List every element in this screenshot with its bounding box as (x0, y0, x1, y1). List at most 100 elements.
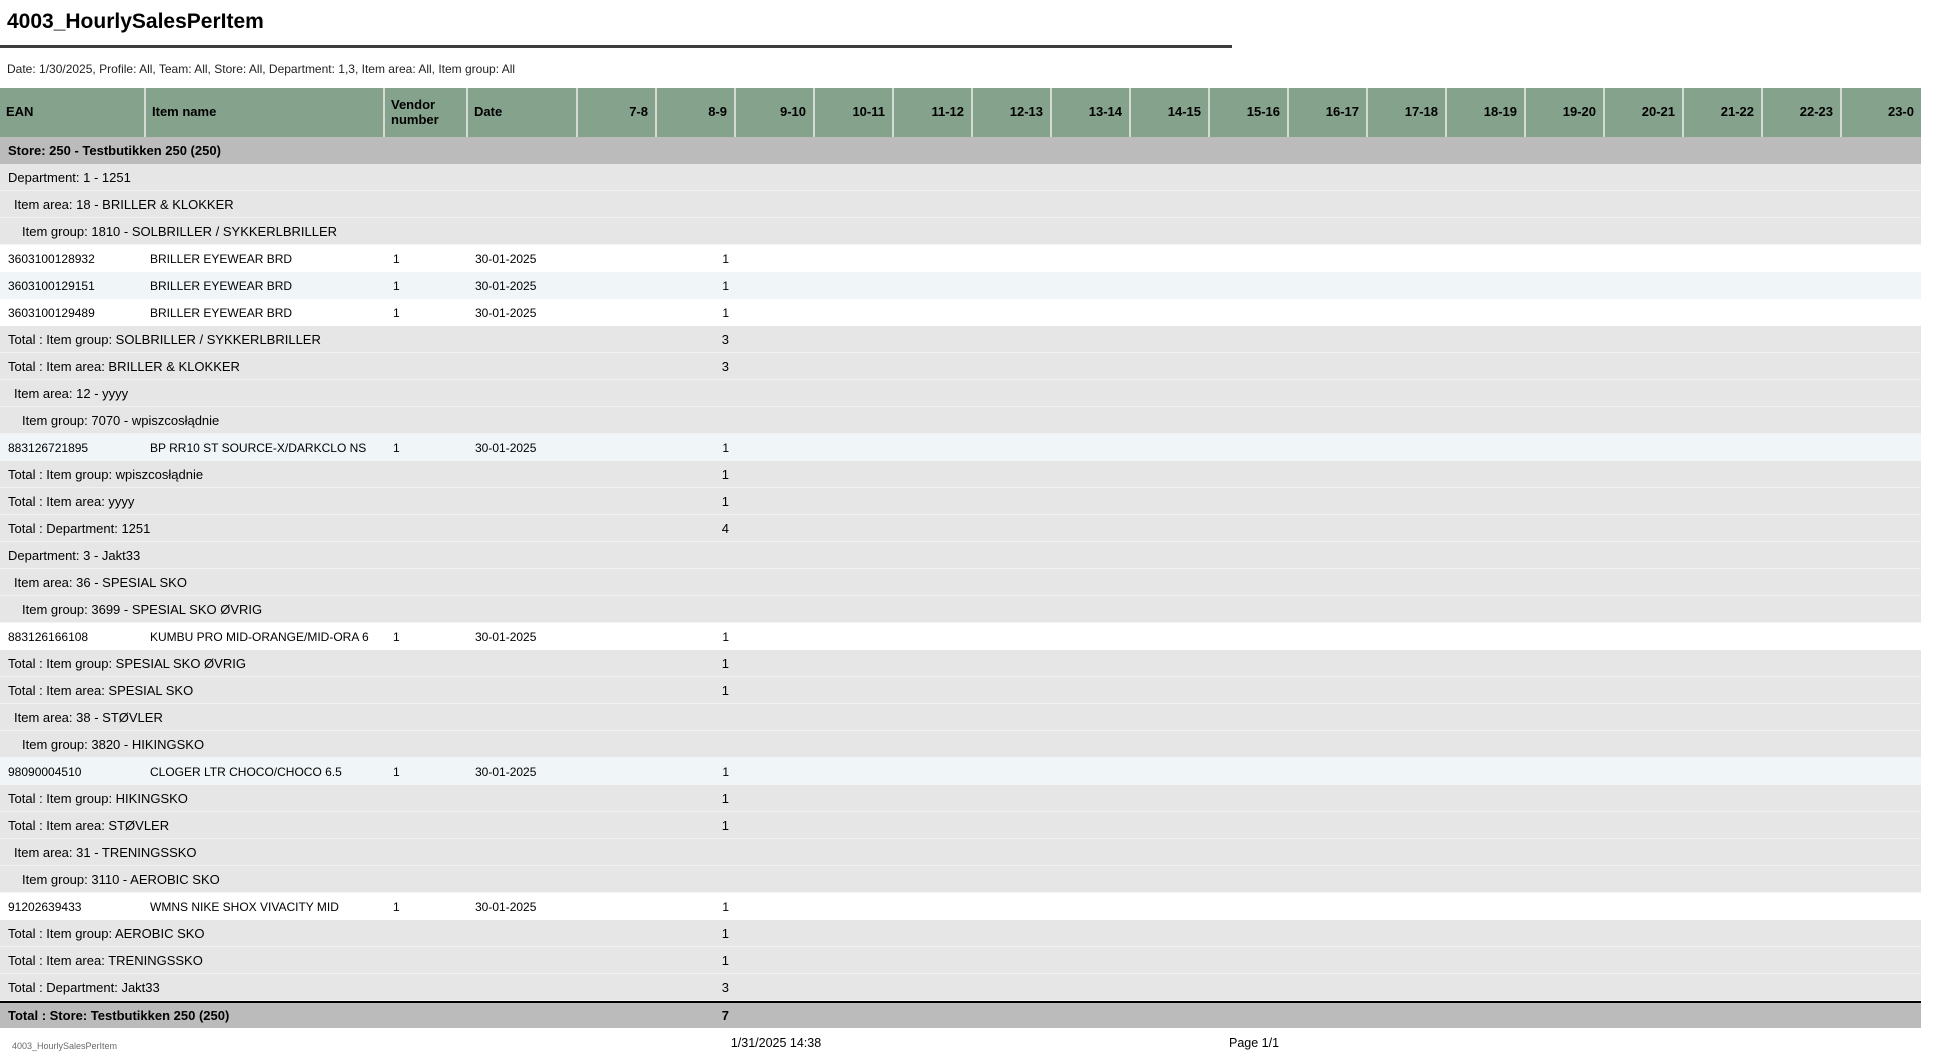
item-vendor-number: 1 (393, 278, 400, 293)
item-ean: 3603100128932 (8, 251, 95, 266)
total-label: Total : Item group: SPESIAL SKO ØVRIG (8, 655, 246, 671)
item-vendor-number: 1 (393, 305, 400, 320)
item-qty-21-22 (1684, 623, 1763, 650)
item-qty-20-21 (1605, 434, 1684, 461)
column-header-23-0: 23-0 (1842, 88, 1921, 137)
group-label: Item area: 36 - SPESIAL SKO (14, 574, 187, 590)
item-qty-16-17 (1289, 893, 1368, 920)
footer-timestamp: 1/31/2025 14:38 (730, 1036, 822, 1050)
item-qty-8-9: 1 (722, 629, 729, 644)
department-row: Department: 1 - 1251 (0, 164, 1921, 191)
item-qty-17-18 (1368, 893, 1447, 920)
total-value: 1 (721, 790, 729, 806)
item-qty-11-12 (894, 272, 973, 299)
item-vendor-number: 1 (393, 629, 400, 644)
item-qty-22-23 (1763, 893, 1842, 920)
item-qty-8-9: 1 (722, 440, 729, 455)
item-row: 98090004510 CLOGER LTR CHOCO/CHOCO 6.5 1 30… (0, 758, 1921, 785)
item-vendor-number: 1 (393, 899, 400, 914)
item-row: 3603100128932 BRILLER EYEWEAR BRD 1 30-01-2… (0, 245, 1921, 272)
item-qty-10-11 (815, 299, 894, 326)
total-value: 1 (721, 925, 729, 941)
column-header-7-8: 7-8 (578, 88, 657, 137)
group-label: Item group: 3699 - SPESIAL SKO ØVRIG (22, 601, 263, 617)
item-qty-15-16 (1210, 893, 1289, 920)
item-qty-22-23 (1763, 434, 1842, 461)
item-qty-18-19 (1447, 893, 1526, 920)
item-qty-13-14 (1052, 245, 1131, 272)
total-label: Total : Item group: AEROBIC SKO (8, 925, 205, 941)
item-qty-20-21 (1605, 272, 1684, 299)
item-date: 30-01-2025 (475, 278, 537, 293)
item-qty-18-19 (1447, 245, 1526, 272)
item-area-row: Item area: 38 - STØVLER (0, 704, 1921, 731)
item-qty-20-21 (1605, 623, 1684, 650)
item-qty-21-22 (1684, 893, 1763, 920)
item-qty-16-17 (1289, 245, 1368, 272)
report-title: 4003_HourlySalesPerItem (7, 10, 264, 33)
item-ean: 3603100129489 (8, 305, 95, 320)
item-qty-16-17 (1289, 758, 1368, 785)
item-qty-7-8 (578, 299, 657, 326)
column-header-14-15: 14-15 (1131, 88, 1210, 137)
item-qty-13-14 (1052, 758, 1131, 785)
total-value: 1 (721, 466, 729, 482)
item-qty-20-21 (1605, 893, 1684, 920)
item-qty-8-9: 1 (722, 278, 729, 293)
group-label: Department: 1 - 1251 (8, 169, 131, 185)
item-qty-17-18 (1368, 245, 1447, 272)
column-header-10-11: 10-11 (815, 88, 894, 137)
item-qty-14-15 (1131, 893, 1210, 920)
column-header-20-21: 20-21 (1605, 88, 1684, 137)
group-label: Item group: 3820 - HIKINGSKO (22, 736, 205, 752)
hourly-sales-table: EAN Item name Vendor number Date 7-8 8-9 9-10 1… (0, 88, 1921, 1028)
item-date: 30-01-2025 (475, 899, 537, 914)
column-header-18-19: 18-19 (1447, 88, 1526, 137)
item-qty-12-13 (973, 623, 1052, 650)
item-qty-12-13 (973, 299, 1052, 326)
item-qty-9-10 (736, 623, 815, 650)
item-name: BP RR10 ST SOURCE-X/DARKCLO NS (150, 440, 367, 455)
item-qty-11-12 (894, 623, 973, 650)
total-value: 3 (721, 358, 729, 374)
item-qty-22-23 (1763, 299, 1842, 326)
item-qty-13-14 (1052, 299, 1131, 326)
group-label: Item area: 31 - TRENINGSSKO (14, 844, 197, 860)
item-vendor-number: 1 (393, 251, 400, 266)
item-qty-8-9: 1 (722, 764, 729, 779)
column-header-11-12: 11-12 (894, 88, 973, 137)
total-row: Total : Department: Jakt33 3 (0, 974, 1921, 1001)
item-name: BRILLER EYEWEAR BRD (150, 278, 293, 293)
item-group-row: Item group: 3699 - SPESIAL SKO ØVRIG (0, 596, 1921, 623)
item-qty-22-23 (1763, 623, 1842, 650)
item-qty-16-17 (1289, 623, 1368, 650)
item-group-row: Item group: 3110 - AEROBIC SKO (0, 866, 1921, 893)
report-filter-summary: Date: 1/30/2025, Profile: All, Team: All… (7, 62, 516, 76)
total-value: 1 (721, 817, 729, 833)
item-qty-10-11 (815, 434, 894, 461)
item-qty-7-8 (578, 434, 657, 461)
item-qty-11-12 (894, 299, 973, 326)
item-qty-15-16 (1210, 245, 1289, 272)
store-header-row: Store: 250 - Testbutikken 250 (250) (0, 137, 1921, 164)
item-qty-23-0 (1842, 893, 1921, 920)
total-value: 7 (721, 1008, 729, 1023)
group-label: Item group: 3110 - AEROBIC SKO (22, 871, 220, 887)
item-qty-9-10 (736, 434, 815, 461)
total-label: Total : Item group: HIKINGSKO (8, 790, 188, 806)
item-qty-16-17 (1289, 272, 1368, 299)
column-header-12-13: 12-13 (973, 88, 1052, 137)
item-qty-19-20 (1526, 434, 1605, 461)
item-row: 883126166108 KUMBU PRO MID-ORANGE/MID-ORA… (0, 623, 1921, 650)
item-name: BRILLER EYEWEAR BRD (150, 305, 293, 320)
total-label: Total : Item group: SOLBRILLER / SYKKERL… (8, 331, 321, 347)
item-qty-8-9: 1 (722, 305, 729, 320)
item-qty-7-8 (578, 893, 657, 920)
store-total-row: Total : Store: Testbutikken 250 (250) 7 (0, 1001, 1921, 1028)
item-name: WMNS NIKE SHOX VIVACITY MID (150, 899, 339, 914)
total-row: Total : Item group: wpiszcosłądnie 1 (0, 461, 1921, 488)
column-header-9-10: 9-10 (736, 88, 815, 137)
item-date: 30-01-2025 (475, 764, 537, 779)
item-qty-19-20 (1526, 245, 1605, 272)
total-value: 1 (721, 655, 729, 671)
